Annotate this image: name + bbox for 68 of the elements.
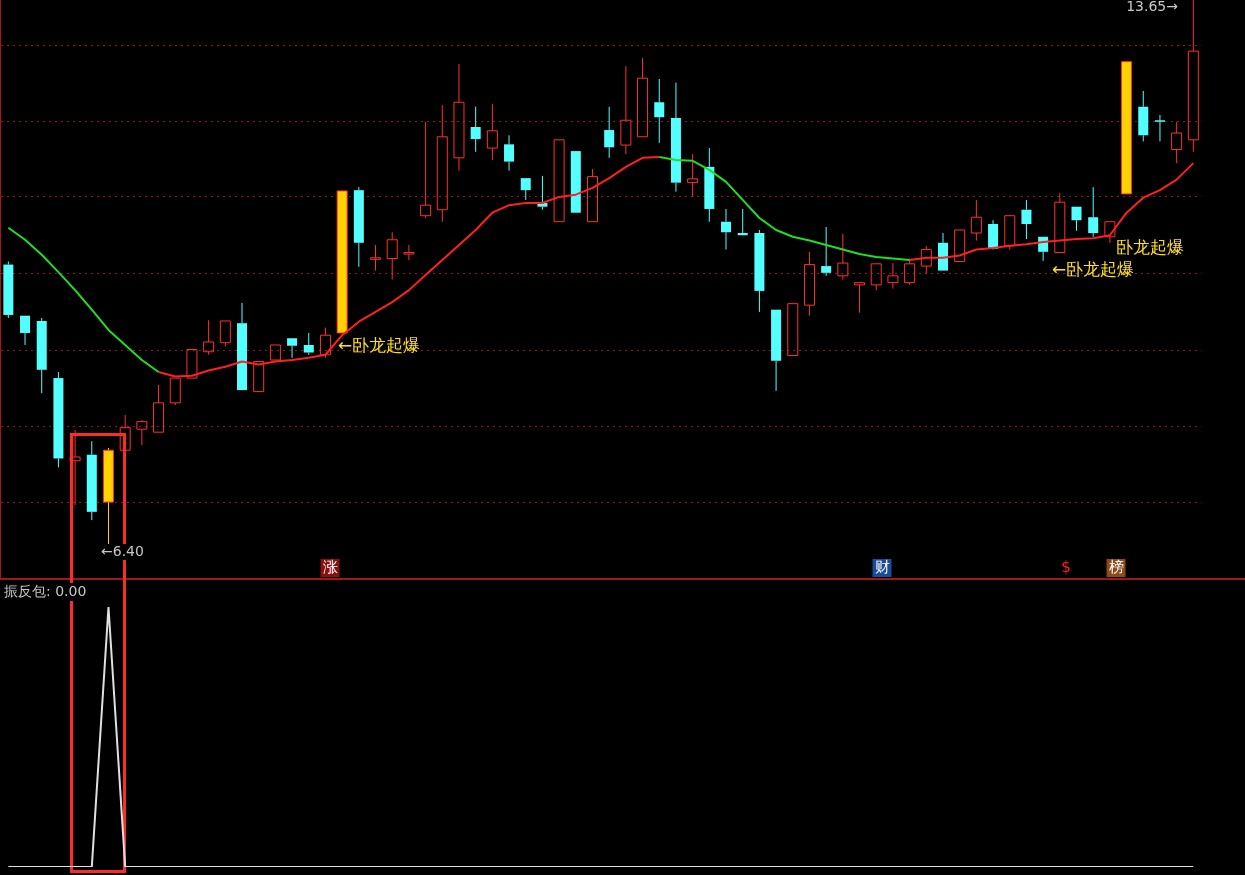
annotation: 涨 xyxy=(322,557,338,576)
candlestick xyxy=(620,65,632,155)
candlestick xyxy=(1187,0,1199,153)
candlestick xyxy=(353,186,364,268)
annotation: 卧龙起爆 xyxy=(1116,237,1184,258)
candlestick xyxy=(203,319,215,356)
candlestick xyxy=(303,332,314,356)
candlestick xyxy=(504,134,515,172)
candlestick xyxy=(604,106,615,159)
candlestick xyxy=(854,282,866,314)
candlestick xyxy=(1171,121,1183,164)
candlestick xyxy=(136,421,148,446)
candlestick xyxy=(654,78,665,144)
candlestick xyxy=(3,261,14,319)
candlestick xyxy=(269,344,281,361)
candlestick xyxy=(1088,186,1099,238)
candlestick xyxy=(570,151,581,213)
annotation: 13.65→ xyxy=(1126,0,1179,14)
candlestick xyxy=(1021,199,1032,240)
candlestick xyxy=(119,414,131,451)
candlestick xyxy=(386,231,398,281)
candlestick xyxy=(69,429,81,506)
candlestick xyxy=(687,153,699,198)
candlestick xyxy=(954,229,966,263)
candlestick xyxy=(721,208,732,251)
candlestick xyxy=(253,361,265,393)
candlestick xyxy=(887,262,899,290)
candlestick xyxy=(470,106,481,153)
candlestick xyxy=(403,244,415,261)
candlestick xyxy=(754,229,765,313)
candlestick xyxy=(988,219,999,249)
candlestick xyxy=(287,338,298,359)
annotation: $ xyxy=(1061,557,1071,576)
candlestick xyxy=(370,244,382,272)
annotation: ←6.40 xyxy=(101,542,144,559)
candlestick xyxy=(237,302,248,391)
chart-title: 振反包: 0.00 xyxy=(2,583,89,601)
candlestick xyxy=(803,251,815,317)
candlestick xyxy=(704,147,715,223)
candlestick xyxy=(1104,221,1116,244)
annotation: ←卧龙起爆 xyxy=(1052,259,1135,280)
candlestick xyxy=(1154,114,1165,142)
candlestick xyxy=(53,371,64,469)
candlestick xyxy=(821,226,832,277)
candlestick xyxy=(20,315,31,346)
candlestick xyxy=(771,309,782,392)
candlestick xyxy=(637,57,649,138)
annotation: 财 xyxy=(874,557,890,576)
candlestick xyxy=(186,349,198,379)
candlestick xyxy=(970,199,982,242)
candlestick xyxy=(837,233,849,281)
candlestick xyxy=(1071,206,1082,232)
candlestick xyxy=(436,104,448,223)
candlestick xyxy=(520,178,531,201)
candlestick xyxy=(920,245,932,275)
annotation: ←卧龙起爆 xyxy=(338,335,421,356)
candlestick xyxy=(86,440,97,521)
candlestick xyxy=(153,384,165,433)
candlestick xyxy=(36,317,47,394)
candlestick xyxy=(553,139,565,223)
candlestick xyxy=(787,303,799,357)
candlestick xyxy=(670,82,681,193)
candlestick xyxy=(1054,192,1066,254)
candlestick xyxy=(937,232,948,271)
annotation: 榜 xyxy=(1108,557,1124,576)
candlestick xyxy=(486,103,498,161)
candlestick xyxy=(420,121,432,219)
candlestick xyxy=(1138,90,1149,142)
